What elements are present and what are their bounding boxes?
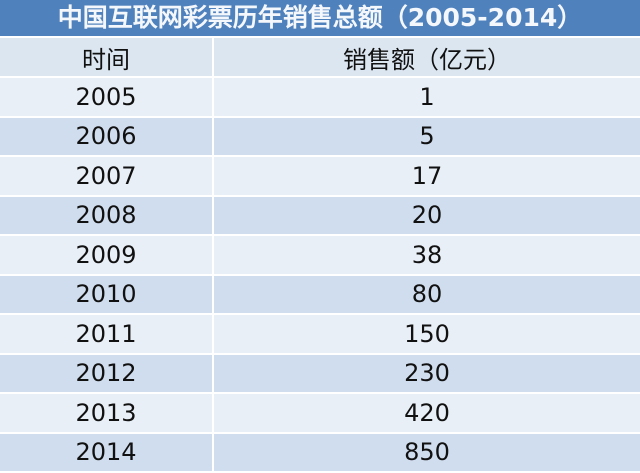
table-row: 2009 38: [0, 235, 640, 276]
header-year: 时间: [0, 38, 214, 78]
sales-cell: 420: [213, 393, 640, 434]
year-cell: 2014: [0, 432, 214, 473]
year-cell: 2006: [0, 116, 214, 157]
table-row: 2007 17: [0, 156, 640, 197]
header-sales: 销售额（亿元）: [213, 38, 640, 78]
sales-cell: 230: [213, 353, 640, 394]
sales-cell: 1: [213, 77, 640, 118]
year-cell: 2007: [0, 156, 214, 197]
sales-cell: 80: [213, 274, 640, 315]
table-row: 2008 20: [0, 195, 640, 236]
table-row: 2013 420: [0, 393, 640, 434]
sales-cell: 5: [213, 116, 640, 157]
year-cell: 2008: [0, 195, 214, 236]
sales-cell: 150: [213, 314, 640, 355]
header-row: 时间 销售额（亿元）: [0, 38, 640, 78]
sales-cell: 20: [213, 195, 640, 236]
sales-cell: 38: [213, 235, 640, 276]
year-cell: 2013: [0, 393, 214, 434]
table-title: 中国互联网彩票历年销售总额（2005-2014）: [0, 0, 640, 38]
table-row: 2006 5: [0, 116, 640, 157]
table-row: 2014 850: [0, 432, 640, 473]
year-cell: 2012: [0, 353, 214, 394]
year-cell: 2011: [0, 314, 214, 355]
table-row: 2010 80: [0, 274, 640, 315]
sales-cell: 17: [213, 156, 640, 197]
table-row: 2012 230: [0, 353, 640, 394]
year-cell: 2005: [0, 77, 214, 118]
table-row: 2005 1: [0, 77, 640, 118]
year-cell: 2009: [0, 235, 214, 276]
sales-cell: 850: [213, 432, 640, 473]
table-row: 2011 150: [0, 314, 640, 355]
sales-table: 时间 销售额（亿元） 2005 1 2006 5 2007 17 2008 20 2009 38 2…: [0, 38, 640, 473]
year-cell: 2010: [0, 274, 214, 315]
